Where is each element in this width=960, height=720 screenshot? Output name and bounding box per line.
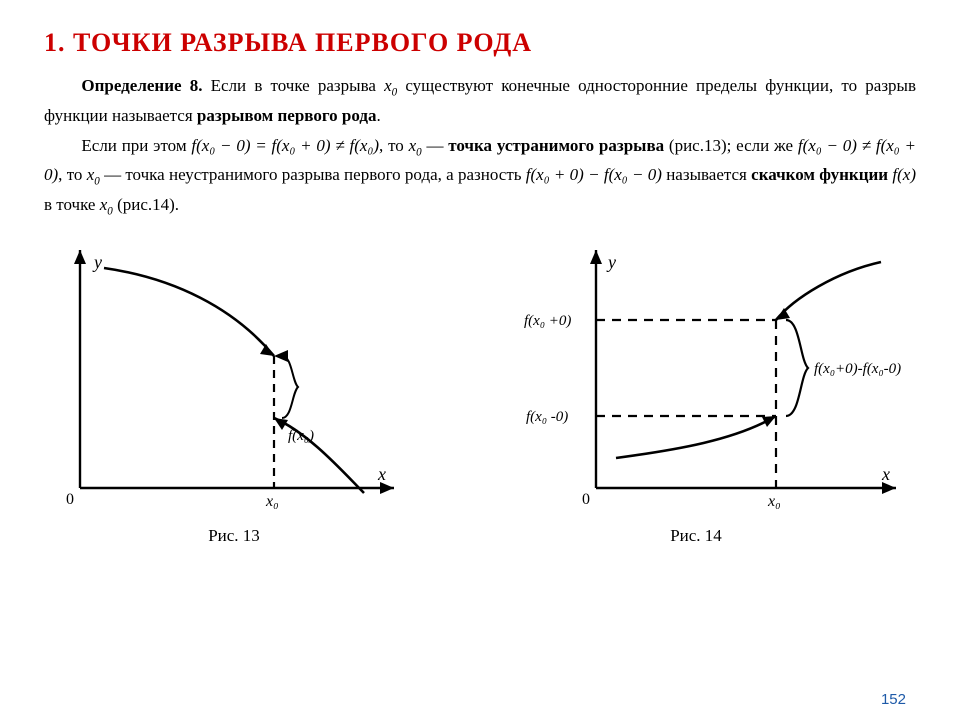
term-jump: скачком функции bbox=[751, 165, 888, 184]
slide-title: 1. ТОЧКИ РАЗРЫВА ПЕРВОГО РОДА bbox=[44, 28, 916, 58]
x0-symbol: x0 bbox=[87, 165, 100, 184]
text: (рис.13); если же bbox=[664, 136, 798, 155]
text: , то bbox=[379, 136, 409, 155]
figures-row: y x 0 x₀ f(x₀) Рис. 13 y x 0 f(x₀ +0) f(x₀ -0) x₀… bbox=[44, 238, 916, 546]
svg-text:x₀: x₀ bbox=[265, 493, 279, 510]
text: в точке bbox=[44, 195, 100, 214]
definition-label: Определение 8. bbox=[81, 76, 202, 95]
figure-13-svg: y x 0 x₀ f(x₀) bbox=[44, 238, 424, 528]
svg-text:y: y bbox=[606, 252, 616, 272]
formula-difference: f(x₀ + 0) − f(x₀ − 0) bbox=[526, 165, 662, 184]
svg-text:y: y bbox=[92, 252, 102, 272]
text: Если при этом bbox=[81, 136, 191, 155]
term-first-kind: разрывом первого рода bbox=[197, 106, 377, 125]
text: — точка неустранимого разрыва первого ро… bbox=[100, 165, 526, 184]
term-removable: точка устранимого разрыва bbox=[448, 136, 664, 155]
fx-symbol: f(x) bbox=[892, 165, 916, 184]
text: называется bbox=[662, 165, 751, 184]
formula-equal: f(x₀ − 0) = f(x₀ + 0) ≠ f(x₀) bbox=[191, 136, 379, 155]
text: Если в точке разрыва bbox=[202, 76, 384, 95]
text: — bbox=[422, 136, 449, 155]
svg-text:x: x bbox=[881, 464, 890, 484]
x0-symbol: x0 bbox=[100, 195, 113, 214]
figure-13: y x 0 x₀ f(x₀) Рис. 13 bbox=[44, 238, 424, 546]
figure-13-caption: Рис. 13 bbox=[208, 526, 260, 546]
figure-14: y x 0 f(x₀ +0) f(x₀ -0) x₀ f(x₀+0)-f(x₀-0) Рис… bbox=[476, 238, 916, 546]
text: (рис.14). bbox=[113, 195, 179, 214]
svg-text:x₀: x₀ bbox=[767, 493, 781, 510]
svg-text:0: 0 bbox=[582, 491, 590, 508]
x0-symbol: x0 bbox=[384, 76, 397, 95]
figure-14-caption: Рис. 14 bbox=[670, 526, 722, 546]
svg-text:0: 0 bbox=[66, 491, 74, 508]
svg-text:f(x₀): f(x₀) bbox=[288, 428, 314, 444]
body-text: Определение 8. Если в точке разрыва x0 с… bbox=[44, 72, 916, 220]
slide: 1. ТОЧКИ РАЗРЫВА ПЕРВОГО РОДА Определени… bbox=[0, 0, 960, 720]
svg-text:f(x₀ +0): f(x₀ +0) bbox=[524, 313, 571, 329]
page-number: 152 bbox=[881, 691, 906, 708]
figure-14-svg: y x 0 f(x₀ +0) f(x₀ -0) x₀ f(x₀+0)-f(x₀-0) bbox=[476, 238, 916, 528]
definition-paragraph: Определение 8. Если в точке разрыва x0 с… bbox=[44, 72, 916, 130]
text: , то bbox=[58, 165, 87, 184]
x0-symbol: x0 bbox=[409, 136, 422, 155]
svg-text:x: x bbox=[377, 464, 386, 484]
svg-text:f(x₀ -0): f(x₀ -0) bbox=[526, 409, 568, 425]
svg-text:f(x₀+0)-f(x₀-0): f(x₀+0)-f(x₀-0) bbox=[814, 361, 901, 377]
condition-paragraph: Если при этом f(x₀ − 0) = f(x₀ + 0) ≠ f(… bbox=[44, 132, 916, 221]
